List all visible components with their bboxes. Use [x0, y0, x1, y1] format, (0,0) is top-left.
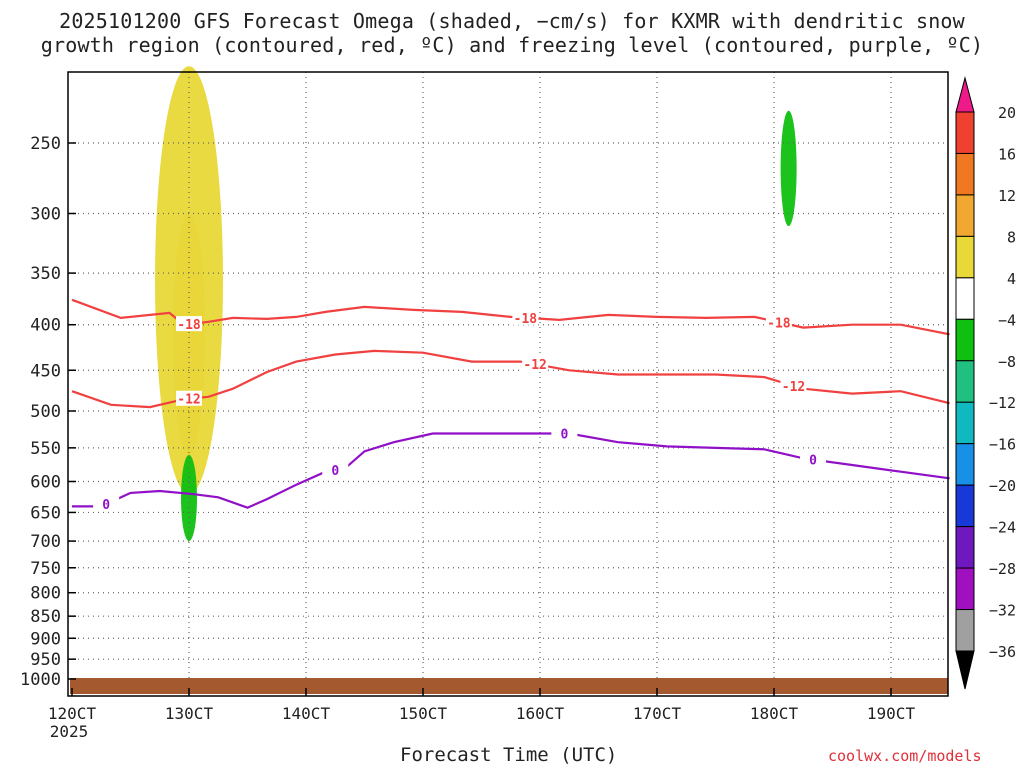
contour-label: -12 — [177, 393, 200, 408]
x-tick-label: 120CT — [48, 704, 97, 723]
contour-label: 0 — [102, 498, 110, 513]
colorbar-segment — [956, 485, 974, 526]
x-tick-label-year: 2025 — [50, 722, 89, 741]
colorbar-label: 12 — [998, 187, 1016, 205]
colorbar-segment — [956, 361, 974, 402]
x-tick-label: 150CT — [399, 704, 448, 723]
colorbar-label: −20 — [989, 477, 1016, 495]
x-tick-label: 140CT — [282, 704, 331, 723]
colorbar-segment — [956, 527, 974, 568]
colorbar-bottom-triangle — [956, 651, 974, 689]
contour-label: 0 — [331, 464, 339, 479]
colorbar-segment — [956, 153, 974, 194]
y-tick-label: 1000 — [20, 670, 61, 690]
omega-region-3 — [781, 111, 797, 226]
y-tick-label: 750 — [30, 559, 61, 579]
x-axis-label: Forecast Time (UTC) — [400, 744, 617, 766]
colorbar-label: −28 — [989, 560, 1016, 578]
ground-layer — [70, 678, 948, 694]
colorbar-segment — [956, 319, 974, 360]
y-tick-label: 300 — [30, 204, 61, 224]
colorbar-segment — [956, 112, 974, 153]
y-tick-label: 850 — [30, 607, 61, 627]
y-tick-label: 350 — [30, 264, 61, 284]
omega-region-1 — [155, 66, 223, 494]
colorbar-label: −4 — [998, 311, 1016, 329]
colorbar-label: −12 — [989, 394, 1016, 412]
y-tick-label: 250 — [30, 134, 61, 154]
colorbar-label: 4 — [1007, 270, 1016, 288]
x-tick-label: 130CT — [165, 704, 214, 723]
x-tick-label: 160CT — [516, 704, 565, 723]
contour-label: -12 — [782, 380, 805, 395]
y-tick-label: 500 — [30, 402, 61, 422]
y-tick-label: 650 — [30, 503, 61, 523]
y-tick-label: 900 — [30, 629, 61, 649]
colorbar-label: −16 — [989, 436, 1016, 454]
omega-time-height-chart: -18 -18 -18 -12 -12 -12 0 0 0 0 120CT2025 130CT 140… — [0, 0, 1024, 768]
colorbar-label: −32 — [989, 602, 1016, 620]
x-tick-label: 170CT — [633, 704, 682, 723]
colorbar-segment — [956, 195, 974, 236]
colorbar-label: 8 — [1007, 228, 1016, 246]
contour-label: 0 — [560, 428, 568, 443]
colorbar-label: −24 — [989, 519, 1016, 537]
colorbar-label: 16 — [998, 145, 1016, 163]
contour-label: -18 — [767, 316, 791, 331]
credit-link[interactable]: coolwx.com/models — [828, 747, 982, 765]
y-tick-label: 950 — [30, 650, 61, 670]
colorbar-label: −36 — [989, 643, 1016, 661]
colorbar-top-triangle — [956, 78, 974, 112]
colorbar: 20 16 12 8 4 −4 −8 −12 −16 −20 −24 −28 −32 −36 — [956, 78, 1016, 689]
omega-shading-layer — [155, 66, 797, 541]
contour-label: 0 — [809, 454, 817, 469]
y-tick-label: 400 — [30, 316, 61, 336]
x-tick-label: 180CT — [750, 704, 799, 723]
colorbar-segment — [956, 444, 974, 485]
y-tick-label: 800 — [30, 584, 61, 604]
y-tick-label: 700 — [30, 532, 61, 552]
y-tick-label: 450 — [30, 361, 61, 381]
contour-label: -18 — [177, 318, 201, 333]
y-tick-label: 600 — [30, 472, 61, 492]
contour-label: -12 — [523, 358, 546, 373]
x-tick-label: 190CT — [867, 704, 916, 723]
colorbar-segment — [956, 236, 974, 277]
y-tick-label: 550 — [30, 439, 61, 459]
contour-label: -18 — [514, 312, 538, 327]
colorbar-segment — [956, 402, 974, 443]
colorbar-segment — [956, 278, 974, 319]
colorbar-label: −8 — [998, 353, 1016, 371]
colorbar-segment — [956, 568, 974, 609]
ground-band — [70, 678, 948, 694]
colorbar-segment — [956, 610, 974, 651]
colorbar-label: 20 — [998, 104, 1016, 122]
